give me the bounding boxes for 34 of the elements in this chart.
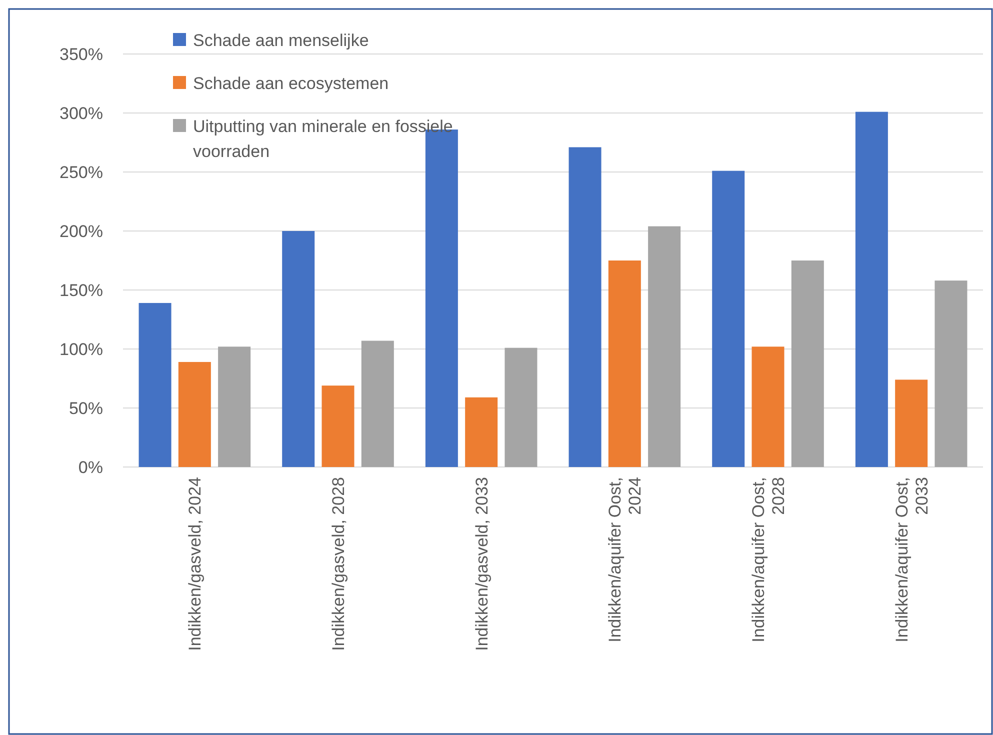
bar	[504, 348, 538, 467]
bar	[855, 112, 888, 467]
bar	[282, 231, 315, 467]
bar	[218, 346, 251, 467]
y-tick-label: 0%	[78, 458, 103, 477]
bar	[895, 380, 928, 467]
y-tick-label: 250%	[60, 162, 103, 182]
x-tick-label: Indikken/gasveld, 2024	[186, 477, 205, 651]
x-tick-label: Indikken/gasveld, 2033	[472, 477, 492, 651]
bar	[465, 397, 498, 467]
y-tick-label: 150%	[60, 280, 103, 300]
x-tick-label: Indikken/gasveld, 2028	[328, 477, 348, 651]
bar	[934, 280, 968, 467]
y-tick-label: 350%	[60, 44, 103, 64]
y-tick-label: 100%	[60, 340, 103, 359]
legend-label: Schade aan ecosystemen	[193, 74, 389, 93]
bar	[322, 386, 354, 467]
y-tick-label: 300%	[60, 104, 103, 123]
y-tick-label: 200%	[60, 222, 103, 241]
bar	[568, 147, 602, 467]
legend-label: Schade aan menselijke	[193, 30, 369, 50]
bar	[791, 260, 824, 467]
bar	[178, 362, 211, 467]
legend-label: Uitputting van minerale en fossiele voorraden	[193, 116, 453, 161]
x-tick-label: Indikken/aquifer Oost, 2028	[748, 477, 788, 642]
x-tick-label: Indikken/aquifer Oost, 2033	[892, 477, 932, 642]
bar	[361, 340, 394, 467]
bar	[752, 346, 784, 467]
y-tick-label: 50%	[68, 398, 103, 418]
bar	[712, 170, 745, 467]
x-tick-label: Indikken/aquifer Oost, 2024	[606, 477, 645, 642]
bar	[648, 226, 681, 467]
bar	[138, 302, 172, 467]
bar	[608, 260, 641, 467]
